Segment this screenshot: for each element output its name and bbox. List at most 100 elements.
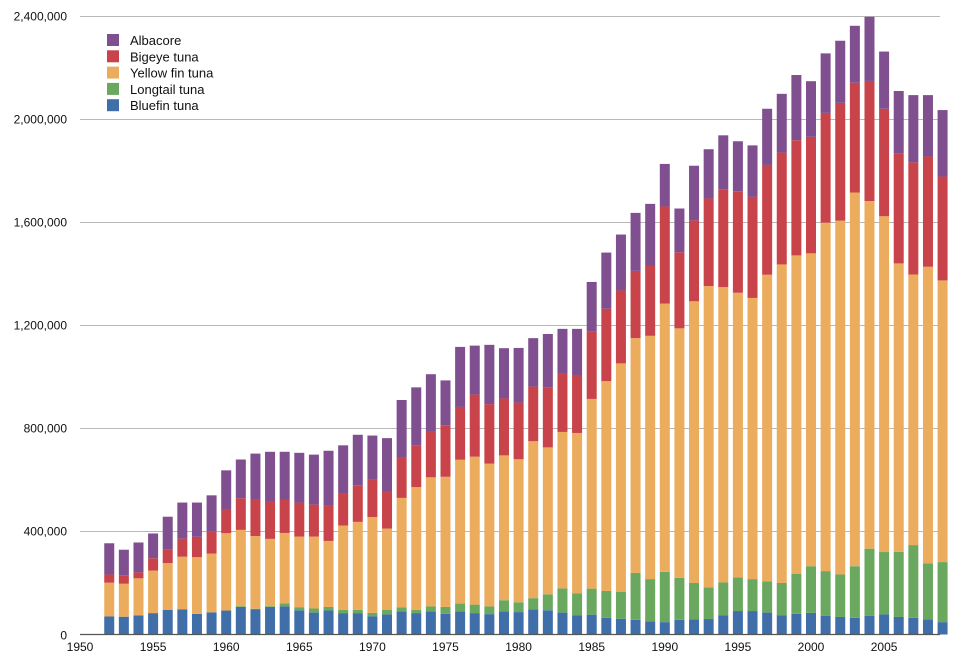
bar-stack-1978 [484, 344, 495, 635]
bar-segment-albacore [411, 387, 422, 446]
bar-segment-bluefin-tuna [557, 612, 568, 635]
bar-stack-2007 [908, 95, 919, 635]
bar-segment-bluefin-tuna [118, 616, 129, 635]
bar-segment-albacore [148, 533, 159, 559]
x-tick-label: 1955 [140, 640, 167, 654]
bar-segment-yellow-fin-tuna [747, 297, 758, 580]
bar-segment-bigeye-tuna [133, 572, 144, 579]
bar-segment-bigeye-tuna [294, 502, 305, 537]
bar-stack-1975 [440, 380, 451, 635]
bar-segment-bigeye-tuna [908, 162, 919, 275]
bar-segment-longtail-tuna [776, 582, 787, 616]
bar-stack-1973 [411, 387, 422, 635]
bar-segment-yellow-fin-tuna [367, 516, 378, 613]
bar-segment-yellow-fin-tuna [762, 274, 773, 582]
bar-segment-albacore [893, 90, 904, 154]
bar-segment-albacore [498, 348, 509, 399]
bar-segment-albacore [820, 53, 831, 113]
bar-segment-bigeye-tuna [411, 445, 422, 488]
bar-segment-longtail-tuna [382, 610, 393, 615]
bar-segment-longtail-tuna [747, 579, 758, 612]
bar-stack-1967 [323, 450, 334, 635]
bar-stack-1983 [557, 328, 568, 635]
bar-segment-albacore [352, 434, 363, 486]
bar-segment-bluefin-tuna [674, 619, 685, 635]
bar-segment-bluefin-tuna [455, 611, 466, 635]
bar-segment-albacore [235, 459, 246, 499]
bar-segment-longtail-tuna [586, 588, 597, 615]
bar-segment-bigeye-tuna [382, 491, 393, 529]
bar-segment-yellow-fin-tuna [835, 220, 846, 575]
bar-segment-bigeye-tuna [791, 140, 802, 256]
bar-segment-yellow-fin-tuna [323, 540, 334, 607]
bar-segment-yellow-fin-tuna [601, 381, 612, 591]
bar-stack-1970 [367, 435, 378, 635]
bar-segment-longtail-tuna [615, 591, 626, 619]
bar-stack-1969 [352, 434, 363, 635]
bar-segment-albacore [937, 110, 948, 177]
legend-swatch [107, 99, 119, 112]
bar-segment-yellow-fin-tuna [235, 529, 246, 607]
bar-segment-bluefin-tuna [469, 613, 480, 635]
bar-segment-albacore [455, 346, 466, 407]
bar-segment-bluefin-tuna [133, 615, 144, 635]
bar-segment-longtail-tuna [308, 608, 319, 613]
bar-segment-yellow-fin-tuna [338, 525, 349, 610]
x-tick-label: 1960 [213, 640, 240, 654]
bar-segment-albacore [601, 252, 612, 309]
bar-stack-1985 [586, 281, 597, 635]
x-tick-label: 1970 [359, 640, 386, 654]
bar-segment-bigeye-tuna [820, 112, 831, 223]
x-tick-label: 1985 [578, 640, 605, 654]
bar-segment-albacore [542, 334, 553, 388]
bar-segment-bluefin-tuna [908, 617, 919, 635]
bar-stack-2000 [806, 81, 816, 635]
bar-segment-longtail-tuna [922, 563, 933, 620]
bar-segment-bigeye-tuna [601, 308, 612, 382]
legend-item-bigeye-tuna: Bigeye tuna [107, 49, 199, 64]
bar-segment-bigeye-tuna [893, 153, 904, 264]
y-tick-label: 1,600,000 [14, 216, 68, 230]
bar-segment-bluefin-tuna [265, 606, 276, 635]
bar-stack-2004 [864, 16, 875, 635]
bar-segment-yellow-fin-tuna [806, 253, 816, 567]
bar-segment-bigeye-tuna [528, 386, 539, 442]
bar-segment-bluefin-tuna [177, 609, 188, 635]
bar-segment-bigeye-tuna [191, 536, 202, 558]
bar-segment-albacore [323, 450, 334, 506]
bar-segment-yellow-fin-tuna [645, 335, 656, 580]
bar-segment-albacore [864, 16, 875, 81]
bar-segment-bluefin-tuna [279, 606, 290, 635]
bar-segment-albacore [265, 451, 276, 502]
bar-segment-yellow-fin-tuna [893, 263, 904, 552]
bar-segment-albacore [879, 51, 890, 109]
bar-stack-1980 [513, 347, 524, 635]
bar-segment-albacore [732, 141, 743, 192]
bar-segment-longtail-tuna [367, 612, 378, 617]
bar-segment-bigeye-tuna [425, 431, 436, 478]
bar-segment-longtail-tuna [265, 606, 276, 607]
bar-stack-1954 [133, 542, 144, 635]
bar-segment-yellow-fin-tuna [265, 538, 276, 607]
bar-segment-bigeye-tuna [645, 265, 656, 336]
bar-segment-bigeye-tuna [557, 373, 568, 432]
bar-stack-1960 [221, 470, 232, 635]
bar-segment-yellow-fin-tuna [630, 338, 641, 573]
legend-label: Bluefin tuna [130, 98, 199, 113]
bar-segment-yellow-fin-tuna [732, 292, 743, 578]
bar-segment-bigeye-tuna [630, 270, 641, 339]
bar-segment-yellow-fin-tuna [279, 532, 290, 604]
bar-segment-yellow-fin-tuna [455, 459, 466, 604]
bar-segment-yellow-fin-tuna [206, 553, 217, 613]
bar-segment-yellow-fin-tuna [922, 266, 933, 564]
bar-segment-yellow-fin-tuna [469, 456, 480, 605]
bar-segment-yellow-fin-tuna [425, 477, 436, 607]
bar-segment-longtail-tuna [352, 609, 363, 614]
bar-segment-bluefin-tuna [250, 609, 261, 635]
bar-segment-bluefin-tuna [162, 609, 173, 635]
bar-segment-yellow-fin-tuna [572, 432, 583, 594]
bar-segment-yellow-fin-tuna [820, 222, 831, 572]
bar-segment-albacore [557, 328, 568, 374]
bar-segment-albacore [835, 40, 846, 103]
bar-segment-albacore [382, 438, 393, 492]
